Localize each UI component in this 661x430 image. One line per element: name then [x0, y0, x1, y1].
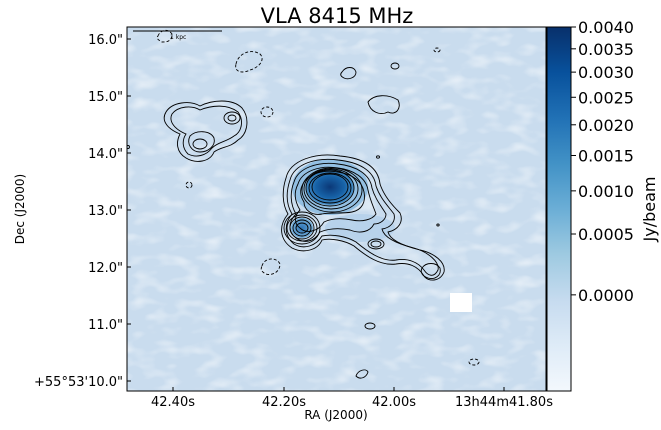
colorbar-tick-label: 0.0005	[578, 225, 634, 244]
colorbar-label: Jy/beam	[640, 177, 659, 243]
colorbar-tick-label: 0.0020	[578, 116, 634, 135]
plot-frame	[126, 26, 547, 392]
colorbar-tick-label: 0.0035	[578, 40, 634, 59]
colorbar-frame	[546, 26, 572, 392]
x-axis-label: RA (J2000)	[304, 408, 367, 422]
contour-main	[281, 154, 445, 281]
y-tick-label: 12.0"	[88, 261, 123, 276]
y-tick-label: 15.0"	[88, 90, 123, 105]
y-tick-label: +55°53'10.0"	[34, 375, 123, 390]
y-axis-label: Dec (J2000)	[13, 174, 27, 244]
colorbar-tick-label: 0.0010	[578, 182, 634, 201]
chart-title: VLA 8415 MHz	[261, 4, 414, 28]
colorbar-tick-label: 0.0015	[578, 146, 634, 165]
y-tick-label: 14.0"	[88, 147, 123, 162]
scale-bar-label: 1 kpc	[170, 34, 186, 41]
contour-negative	[156, 29, 480, 366]
blank-region	[450, 293, 472, 312]
contour-small-sources	[127, 62, 440, 379]
scale-bar: 1 kpc	[133, 30, 222, 41]
y-tick-label: 11.0"	[88, 318, 123, 333]
image-plot: 1 kpc	[127, 27, 546, 391]
colorbar: 0.0000 0.0005 0.0010 0.0015 0.0020 0.0025 0.00…	[546, 18, 659, 392]
y-tick-label: 13.0"	[88, 204, 123, 219]
knot-blob	[291, 218, 313, 238]
colorbar-tick-label: 0.0025	[578, 88, 634, 107]
x-tick-label: 42.40s	[151, 395, 195, 410]
colorbar-ticks: 0.0000 0.0005 0.0010 0.0015 0.0020 0.0025 0.00…	[571, 18, 634, 305]
colorbar-fill	[547, 27, 571, 391]
y-tick-label: 16.0"	[88, 33, 123, 48]
colorbar-tick-label: 0.0030	[578, 63, 634, 82]
colorbar-tick-label: 0.0000	[578, 286, 634, 305]
y-axis: +55°53'10.0" 11.0" 12.0" 13.0" 14.0" 15.…	[13, 33, 131, 390]
colorbar-tick-label: 0.0040	[578, 18, 634, 37]
x-tick-label: 42.20s	[262, 395, 306, 410]
contour-upper-left	[163, 100, 248, 162]
core-blob	[306, 169, 354, 205]
x-tick-label: 13h44m41.80s	[455, 395, 553, 410]
jet-diffuse	[325, 214, 395, 242]
x-tick-label: 42.00s	[372, 395, 416, 410]
x-axis: 42.40s 42.20s 42.00s 13h44m41.80s RA (J2…	[151, 387, 553, 422]
